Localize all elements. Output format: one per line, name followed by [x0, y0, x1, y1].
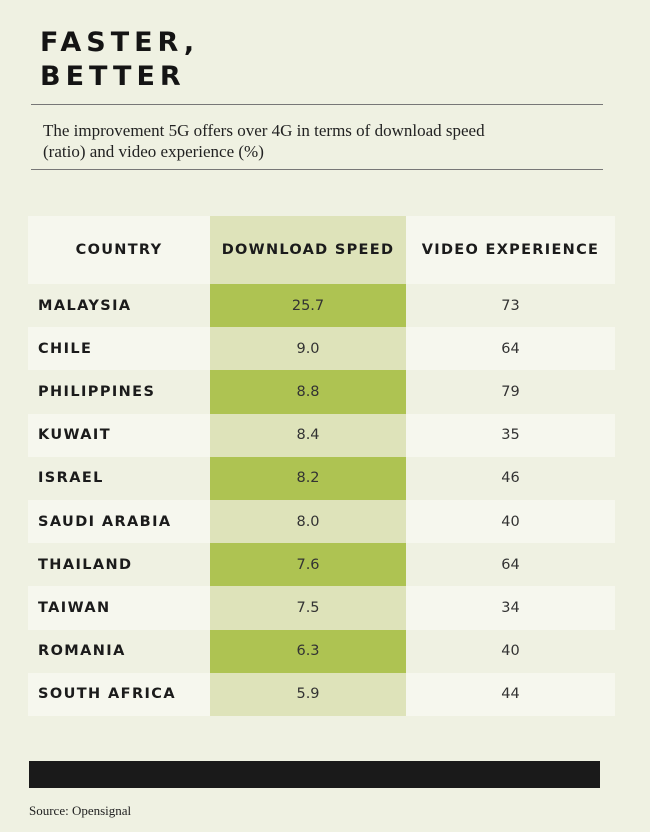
- source-note: Source: Opensignal: [29, 803, 132, 818]
- cell-download-speed: 8.0: [210, 499, 406, 544]
- bottom-divider: [31, 169, 603, 170]
- header-row: COUNTRY DOWNLOAD SPEED VIDEO EXPERIENCE: [28, 216, 615, 284]
- cell-video-experience: 40: [406, 629, 615, 673]
- cell-video-experience: 34: [406, 586, 615, 630]
- cell-video-experience: 35: [406, 413, 615, 457]
- header-country: COUNTRY: [28, 216, 210, 284]
- data-table: COUNTRY DOWNLOAD SPEED VIDEO EXPERIENCE …: [28, 216, 615, 716]
- cell-download-speed: 5.9: [210, 672, 406, 716]
- table-row: TAIWAN 7.5 34: [28, 586, 615, 630]
- cell-country: SOUTH AFRICA: [28, 672, 210, 716]
- table-row: THAILAND 7.6 64: [28, 543, 615, 587]
- cell-video-experience: 79: [406, 370, 615, 414]
- cell-download-speed: 8.4: [210, 413, 406, 457]
- header-download-speed: DOWNLOAD SPEED: [210, 216, 406, 284]
- cell-country: ROMANIA: [28, 629, 210, 673]
- cell-download-speed: 7.6: [210, 543, 406, 587]
- cell-download-speed: 8.2: [210, 456, 406, 500]
- cell-video-experience: 73: [406, 284, 615, 328]
- table-row: PHILIPPINES 8.8 79: [28, 370, 615, 414]
- cell-country: THAILAND: [28, 543, 210, 587]
- cell-video-experience: 64: [406, 543, 615, 587]
- table-row: SAUDI ARABIA 8.0 40: [28, 499, 615, 544]
- top-divider: [31, 104, 603, 105]
- cell-country: TAIWAN: [28, 586, 210, 630]
- cell-country: ISRAEL: [28, 456, 210, 500]
- cell-video-experience: 64: [406, 327, 615, 371]
- cell-download-speed: 7.5: [210, 586, 406, 630]
- cell-download-speed: 8.8: [210, 370, 406, 414]
- table-row: SOUTH AFRICA 5.9 44: [28, 672, 615, 716]
- cell-download-speed: 9.0: [210, 327, 406, 371]
- table-row: CHILE 9.0 64: [28, 327, 615, 371]
- cell-video-experience: 46: [406, 456, 615, 500]
- title-line-2: BETTER: [40, 61, 186, 92]
- cell-country: PHILIPPINES: [28, 370, 210, 414]
- cell-country: KUWAIT: [28, 413, 210, 457]
- table-body: MALAYSIA 25.7 73 CHILE 9.0 64 PHILIPPINES 8.8 79…: [28, 284, 615, 716]
- cell-country: MALAYSIA: [28, 284, 210, 328]
- cell-video-experience: 40: [406, 499, 615, 544]
- title-line-1: FASTER,: [40, 27, 200, 58]
- table-row: ROMANIA 6.3 40: [28, 629, 615, 673]
- footer-bar: [29, 761, 600, 788]
- cell-video-experience: 44: [406, 672, 615, 716]
- cell-country: SAUDI ARABIA: [28, 499, 210, 544]
- cell-country: CHILE: [28, 327, 210, 371]
- cell-download-speed: 6.3: [210, 629, 406, 673]
- chart-title: FASTER, BETTER: [40, 26, 199, 94]
- chart-subtitle: The improvement 5G offers over 4G in ter…: [43, 121, 485, 161]
- table-row: ISRAEL 8.2 46: [28, 456, 615, 500]
- table-row: MALAYSIA 25.7 73: [28, 284, 615, 328]
- cell-download-speed: 25.7: [210, 284, 406, 328]
- table-row: KUWAIT 8.4 35: [28, 413, 615, 457]
- header-video-experience: VIDEO EXPERIENCE: [406, 216, 615, 284]
